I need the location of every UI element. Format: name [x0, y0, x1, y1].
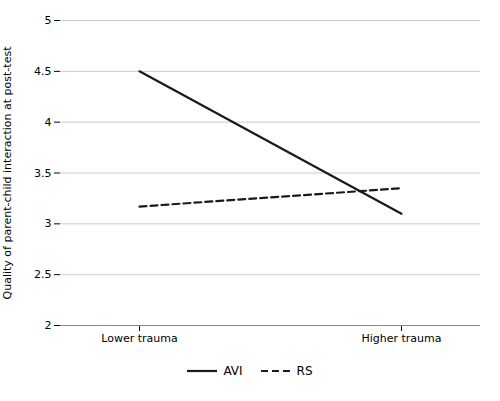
html-text:AVI: AVI	[223, 364, 243, 378]
svg-text:3: 3	[45, 217, 52, 230]
svg-text:4: 4	[45, 116, 52, 129]
svg-text:Lower trauma: Lower trauma	[101, 332, 177, 345]
svg-text:5: 5	[45, 14, 52, 27]
svg-text:Quality of parent-child intera: Quality of parent-child interaction at p…	[1, 46, 14, 300]
svg-text:2: 2	[45, 319, 52, 332]
html-text:RS: RS	[296, 364, 313, 378]
svg-text:4.5: 4.5	[34, 65, 52, 78]
svg-text:3.5: 3.5	[34, 167, 52, 180]
svg-text:2.5: 2.5	[34, 268, 52, 281]
svg-text:Higher trauma: Higher trauma	[361, 332, 441, 345]
